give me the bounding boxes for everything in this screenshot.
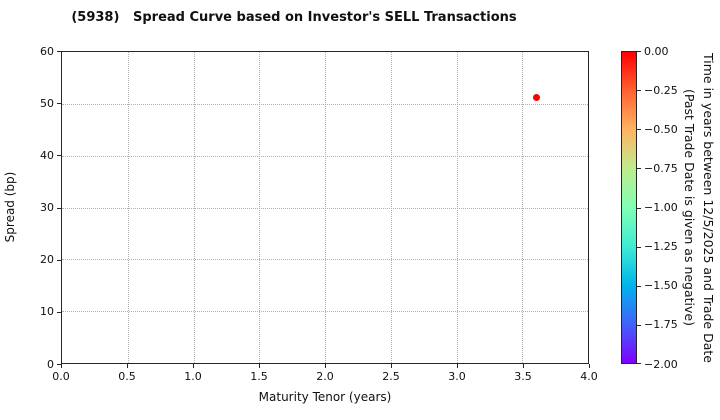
y-gridline xyxy=(62,311,588,313)
x-axis-label: Maturity Tenor (years) xyxy=(258,390,392,404)
colorbar-tick-mark xyxy=(637,51,641,52)
plot-area xyxy=(61,51,589,364)
y-axis-label: Spread (bp) xyxy=(3,171,17,243)
x-tick-mark xyxy=(259,364,260,368)
colorbar-label-line1: Time in years between 12/5/2025 and Trad… xyxy=(701,52,716,363)
colorbar-axis-label: Time in years between 12/5/2025 and Trad… xyxy=(680,51,718,364)
colorbar-tick-label: −1.25 xyxy=(644,240,678,254)
x-tick-label: 2.0 xyxy=(316,370,334,383)
colorbar-tick-mark xyxy=(637,324,641,326)
x-tick-mark xyxy=(523,364,524,368)
x-tick-label: 2.5 xyxy=(382,370,400,383)
y-gridline xyxy=(62,155,588,157)
x-tick-mark xyxy=(61,364,62,368)
y-tick-mark xyxy=(57,155,61,157)
x-tick-label: 3.0 xyxy=(448,370,466,383)
x-tick-mark xyxy=(325,364,326,368)
y-gridline xyxy=(62,103,588,105)
y-tick-label: 30 xyxy=(40,201,54,214)
x-tick-mark xyxy=(457,364,458,368)
y-tick-mark xyxy=(57,207,61,209)
y-tick-mark xyxy=(57,364,61,365)
y-tick-label: 40 xyxy=(40,148,54,162)
data-point xyxy=(532,94,540,102)
x-tick-mark xyxy=(193,364,194,368)
x-tick-label: 1.5 xyxy=(250,370,268,383)
x-tick-mark xyxy=(127,364,128,368)
y-tick-mark xyxy=(57,311,61,313)
colorbar-tick-mark xyxy=(637,363,641,364)
colorbar-tick-label: −1.50 xyxy=(644,279,678,293)
colorbar-tick-mark xyxy=(637,129,641,131)
colorbar-tick-label: −0.50 xyxy=(644,122,678,136)
y-tick-mark xyxy=(57,259,61,261)
chart-title: (5938) Spread Curve based on Investor's … xyxy=(71,10,517,25)
y-tick-mark xyxy=(57,103,61,105)
y-tick-label: 10 xyxy=(40,305,54,319)
y-gridline xyxy=(62,207,588,209)
colorbar-tick-label: −0.25 xyxy=(644,83,678,97)
colorbar-tick-label: −1.00 xyxy=(644,201,678,214)
y-tick-label: 60 xyxy=(40,44,54,58)
colorbar-tick-label: −1.75 xyxy=(644,318,678,332)
colorbar-tick-mark xyxy=(637,168,641,170)
y-tick-label: 0 xyxy=(47,357,54,371)
x-tick-label: 0.0 xyxy=(52,370,70,383)
x-tick-mark xyxy=(391,364,392,368)
x-tick-label: 1.0 xyxy=(184,370,202,383)
colorbar-label-line2: (Past Trade Date is given as negative) xyxy=(682,89,697,326)
colorbar-tick-label: −2.00 xyxy=(644,357,678,371)
colorbar-tick-label: 0.00 xyxy=(644,44,669,58)
colorbar-tick-label: −0.75 xyxy=(644,161,678,175)
colorbar-tick-mark xyxy=(637,285,641,287)
colorbar xyxy=(621,51,637,364)
colorbar-tick-mark xyxy=(637,90,641,92)
colorbar-tick-mark xyxy=(637,207,641,209)
y-tick-label: 50 xyxy=(40,96,54,110)
x-tick-label: 4.0 xyxy=(580,370,598,383)
y-tick-mark xyxy=(57,51,61,52)
x-tick-label: 3.5 xyxy=(514,370,532,383)
y-gridline xyxy=(62,259,588,261)
x-tick-mark xyxy=(589,364,590,368)
x-tick-label: 0.5 xyxy=(118,370,136,383)
y-tick-label: 20 xyxy=(40,253,54,267)
colorbar-tick-mark xyxy=(637,246,641,248)
